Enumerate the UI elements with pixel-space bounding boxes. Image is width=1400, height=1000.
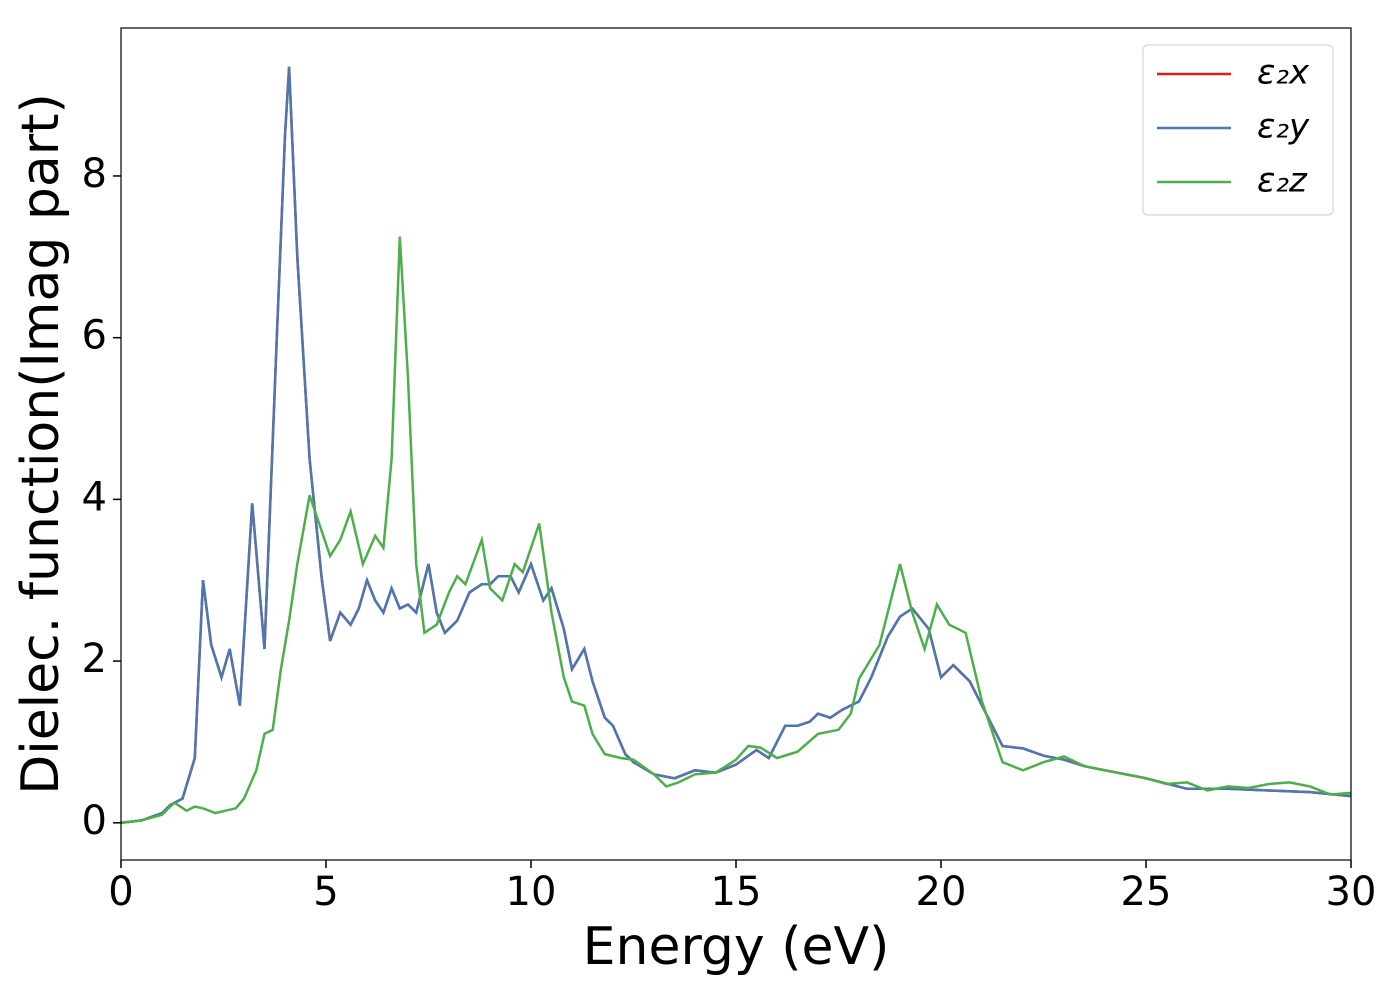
legend-label: ε₂y xyxy=(1257,107,1310,147)
y-tick-label: 4 xyxy=(82,474,107,520)
legend-label: ε₂z xyxy=(1257,161,1308,201)
y-tick-label: 2 xyxy=(82,636,107,682)
x-tick-label: 10 xyxy=(506,869,557,915)
x-tick-label: 25 xyxy=(1121,869,1172,915)
x-tick-label: 0 xyxy=(108,869,133,915)
x-tick-label: 15 xyxy=(711,869,762,915)
y-tick-label: 0 xyxy=(82,798,107,844)
legend-label: ε₂x xyxy=(1257,53,1310,93)
legend-box xyxy=(1142,44,1334,216)
x-tick-label: 5 xyxy=(313,869,338,915)
x-tick-label: 20 xyxy=(916,869,967,915)
y-tick-label: 6 xyxy=(82,313,107,359)
plot-frame xyxy=(120,27,1352,861)
x-tick-label: 30 xyxy=(1326,869,1377,915)
data-line xyxy=(120,66,1352,825)
y-axis-label: Dielec. function(Imag part) xyxy=(11,93,71,795)
x-axis-label: Energy (eV) xyxy=(583,917,890,977)
y-tick-label: 8 xyxy=(82,151,107,197)
data-line xyxy=(120,236,1352,825)
